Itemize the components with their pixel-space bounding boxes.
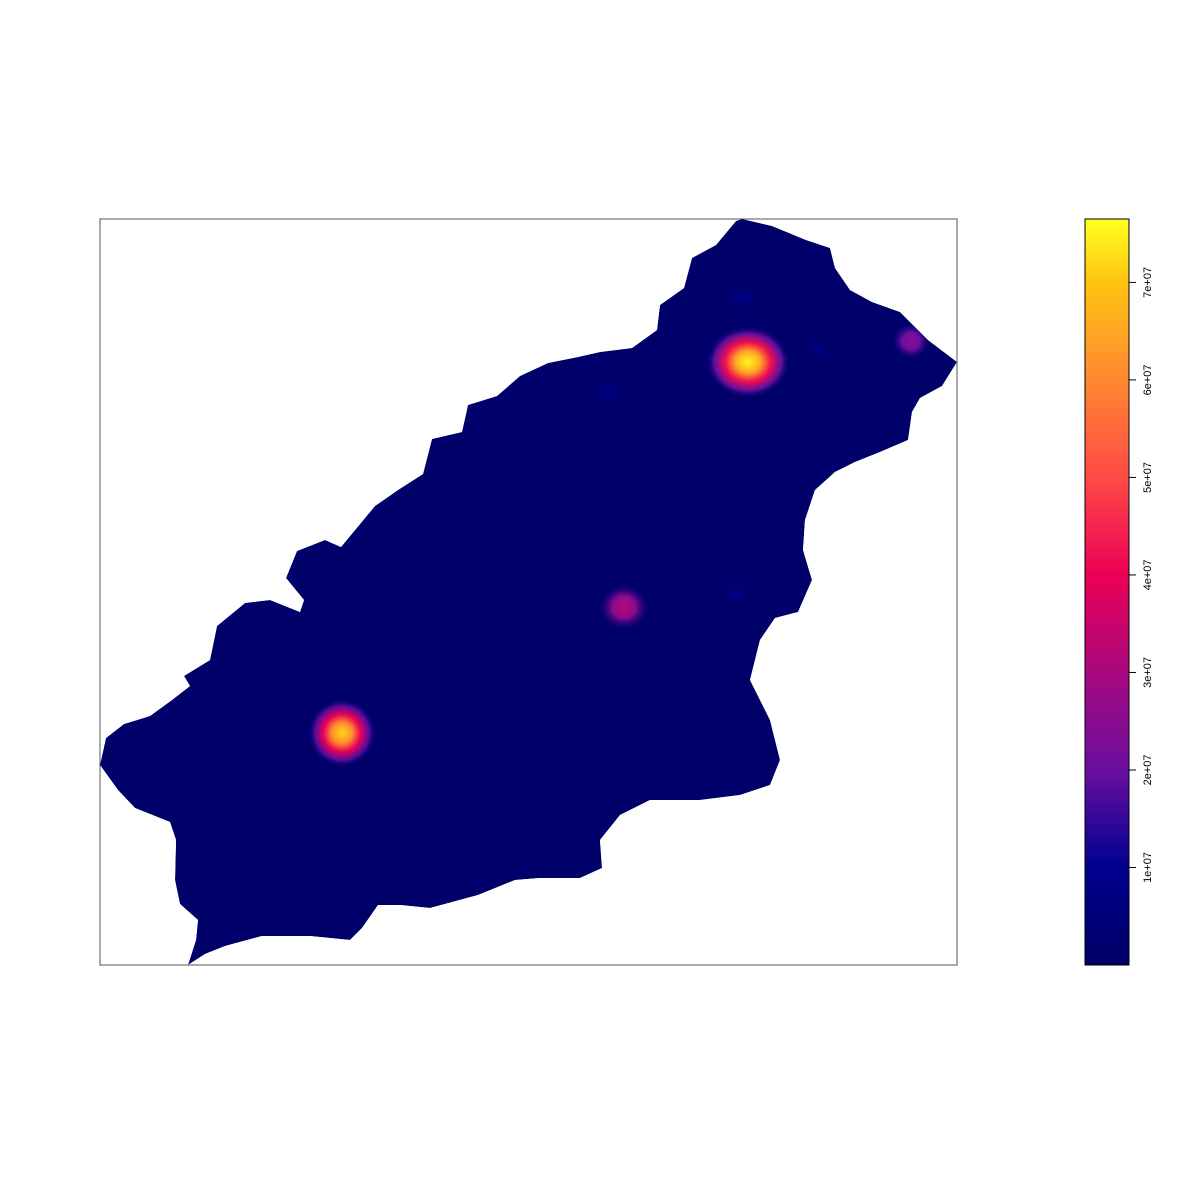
land-region	[100, 219, 957, 965]
colorbar-ticks: 1e+07 2e+07 3e+07 4e+07 5e+07 6e+07 7e+07	[1129, 267, 1154, 883]
colorbar: 1e+07 2e+07 3e+07 4e+07 5e+07 6e+07 7e+07	[1084, 218, 1154, 966]
colorbar-tick-label: 2e+07	[1142, 755, 1154, 786]
colorbar-tick-label: 7e+07	[1142, 267, 1154, 298]
colorbar-tick-label: 6e+07	[1142, 364, 1154, 395]
hotspot-center	[598, 583, 650, 631]
hotspot-north	[722, 582, 750, 604]
colorbar-tick-label: 4e+07	[1142, 559, 1154, 590]
hotspot-far-east	[891, 322, 931, 360]
hotspot-southwest	[308, 699, 376, 767]
colorbar-tick-label: 3e+07	[1142, 657, 1154, 688]
colorbar-gradient	[1084, 218, 1130, 966]
hotspot-north	[589, 377, 625, 405]
colorbar-tick-label: 1e+07	[1142, 852, 1154, 883]
density-surface	[100, 219, 957, 965]
hotspot-north	[722, 284, 762, 312]
map-frame	[99, 218, 958, 966]
colorbar-tick-label: 5e+07	[1142, 462, 1154, 493]
hotspot-northeast	[706, 326, 790, 398]
hotspot-north	[804, 339, 832, 361]
